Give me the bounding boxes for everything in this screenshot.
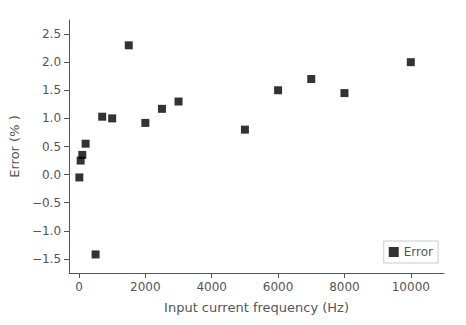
svg-text:4000: 4000 (196, 280, 227, 294)
svg-text:Input current frequency (Hz): Input current frequency (Hz) (164, 300, 349, 315)
svg-text:0: 0 (75, 280, 83, 294)
svg-text:10000: 10000 (392, 280, 430, 294)
svg-text:−1.5: −1.5 (32, 252, 61, 266)
svg-text:2000: 2000 (130, 280, 161, 294)
svg-text:0.5: 0.5 (42, 140, 61, 154)
svg-text:−1.0: −1.0 (32, 224, 61, 238)
svg-text:Error (% ): Error (% ) (7, 115, 22, 177)
svg-text:Error: Error (404, 245, 433, 259)
svg-text:1.0: 1.0 (42, 111, 61, 125)
svg-text:6000: 6000 (263, 280, 294, 294)
svg-text:1.5: 1.5 (42, 83, 61, 97)
svg-text:−0.5: −0.5 (32, 196, 61, 210)
svg-text:8000: 8000 (329, 280, 360, 294)
svg-text:0.0: 0.0 (42, 168, 61, 182)
svg-text:2.5: 2.5 (42, 27, 61, 41)
svg-text:2.0: 2.0 (42, 55, 61, 69)
